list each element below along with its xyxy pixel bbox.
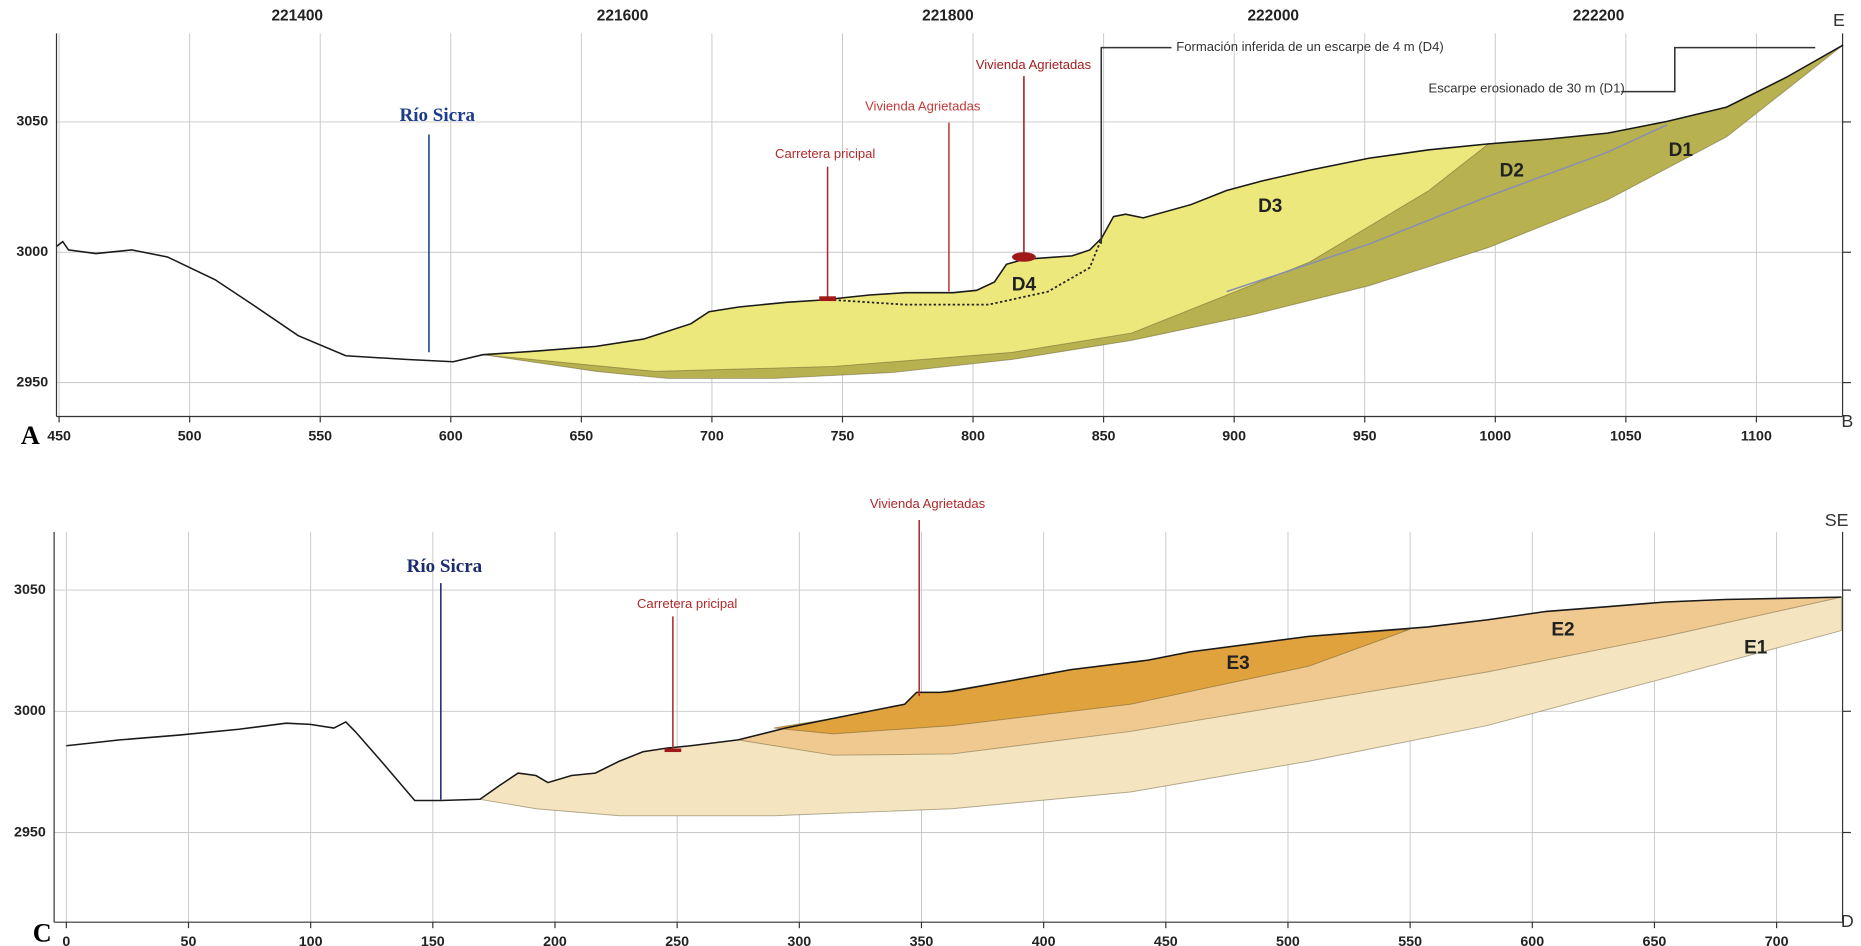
x-tick-label: 300 xyxy=(787,934,811,946)
unit-label: D3 xyxy=(1258,196,1282,217)
unit-label: E1 xyxy=(1744,638,1768,659)
annotation-marker xyxy=(819,296,836,302)
y-tick-label: 3050 xyxy=(14,582,46,598)
y-tick-label: 3000 xyxy=(16,244,48,260)
top-tick-label: 222000 xyxy=(1247,8,1299,25)
x-tick-label: 900 xyxy=(1222,428,1246,444)
x-tick-label: 450 xyxy=(47,428,71,444)
end-label: D xyxy=(1841,911,1854,931)
x-tick-label: 550 xyxy=(1398,934,1422,946)
annotation: Río Sicra xyxy=(407,556,483,577)
annotation: Vivienda Agrietadas xyxy=(870,496,986,511)
x-tick-label: 250 xyxy=(665,934,689,946)
x-tick-label: 500 xyxy=(178,428,202,444)
x-tick-label: 800 xyxy=(961,428,985,444)
unit-label: E2 xyxy=(1551,620,1574,641)
x-tick-label: 600 xyxy=(439,428,463,444)
x-tick-label: 350 xyxy=(910,934,934,946)
y-tick-label: 2950 xyxy=(14,824,46,840)
unit-label: E3 xyxy=(1226,653,1249,674)
x-tick-label: 700 xyxy=(700,428,724,444)
annotation-marker xyxy=(664,748,682,753)
x-tick-label: 700 xyxy=(1765,934,1789,946)
annotation: Escarpe erosionado de 30 m (D1) xyxy=(1428,81,1624,96)
annotation-marker xyxy=(1012,252,1036,262)
terrain-line xyxy=(66,596,1842,802)
x-tick-label: 950 xyxy=(1353,428,1377,444)
unit-label: D1 xyxy=(1669,140,1694,161)
x-tick-label: 500 xyxy=(1276,934,1300,946)
annotation: Río Sicra xyxy=(400,105,476,126)
annotation: Vivienda Agrietadas xyxy=(976,57,1092,72)
annotation: Carretera pricipal xyxy=(637,596,737,611)
x-tick-label: 100 xyxy=(299,934,323,946)
x-tick-label: 600 xyxy=(1520,934,1544,946)
top-tick-label: 221600 xyxy=(597,8,649,25)
x-tick-label: 550 xyxy=(308,428,332,444)
top-tick-label: 221800 xyxy=(922,8,974,25)
panel-label: C xyxy=(33,918,52,946)
y-tick-label: 2950 xyxy=(16,374,48,390)
x-tick-label: 0 xyxy=(62,934,70,946)
x-tick-label: 400 xyxy=(1032,934,1056,946)
panel-label: A xyxy=(21,421,40,450)
y-tick-label: 3000 xyxy=(14,703,46,719)
x-tick-label: 850 xyxy=(1092,428,1116,444)
annotation: Vivienda Agrietadas xyxy=(865,99,981,114)
annotation-leader xyxy=(1100,46,1172,244)
x-tick-label: 50 xyxy=(181,934,197,946)
end-label: E xyxy=(1833,10,1845,30)
annotation: Carretera pricipal xyxy=(775,146,875,161)
end-label: SE xyxy=(1825,510,1849,530)
end-label: B xyxy=(1841,411,1853,431)
x-tick-label: 200 xyxy=(543,934,567,946)
boundary-line xyxy=(1226,124,1668,293)
top-tick-label: 222200 xyxy=(1573,8,1625,25)
unit-label: D2 xyxy=(1500,160,1524,181)
x-tick-label: 1050 xyxy=(1610,428,1642,444)
x-tick-label: 650 xyxy=(1643,934,1667,946)
annotation-leader xyxy=(1621,46,1816,93)
x-tick-label: 750 xyxy=(831,428,855,444)
x-tick-label: 450 xyxy=(1154,934,1178,946)
y-tick-label: 3050 xyxy=(16,114,48,130)
x-tick-label: 1100 xyxy=(1741,428,1772,444)
unit-label: D4 xyxy=(1012,275,1037,296)
x-tick-label: 1000 xyxy=(1479,428,1511,444)
top-tick-label: 221400 xyxy=(271,8,323,25)
x-tick-label: 150 xyxy=(421,934,445,946)
x-tick-label: 650 xyxy=(569,428,593,444)
terrain-line xyxy=(56,44,1844,363)
annotation: Formación inferida de un escarpe de 4 m … xyxy=(1176,39,1444,54)
